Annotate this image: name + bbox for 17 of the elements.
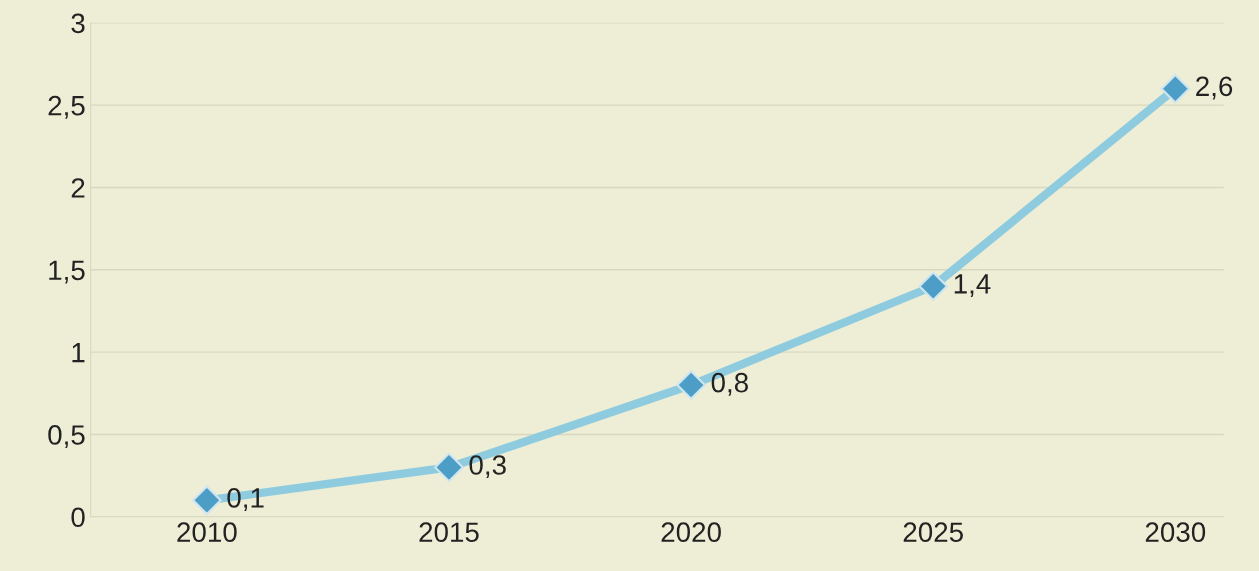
y-tick-label: 1,5 [49, 260, 85, 284]
y-tick-label: 0,5 [48, 425, 85, 449]
data-label: 0,8 [711, 372, 748, 396]
data-label: 2,6 [1196, 76, 1233, 100]
x-tick-label: 2025 [903, 522, 963, 543]
data-label: 0,1 [227, 488, 264, 512]
x-tick-label: 2015 [419, 522, 479, 543]
y-tick-label: 1 [72, 343, 85, 363]
x-tick-label: 2030 [1145, 522, 1206, 543]
y-tick-label: 2,5 [48, 95, 85, 119]
data-label: 0,3 [469, 455, 506, 479]
x-tick-label: 2010 [177, 522, 237, 543]
y-tick-label: 2 [71, 178, 85, 198]
x-tick-label: 2020 [661, 522, 721, 543]
y-tick-label: 0 [71, 507, 85, 528]
y-tick-label: 3 [71, 13, 85, 34]
data-label: 1,4 [954, 274, 991, 297]
